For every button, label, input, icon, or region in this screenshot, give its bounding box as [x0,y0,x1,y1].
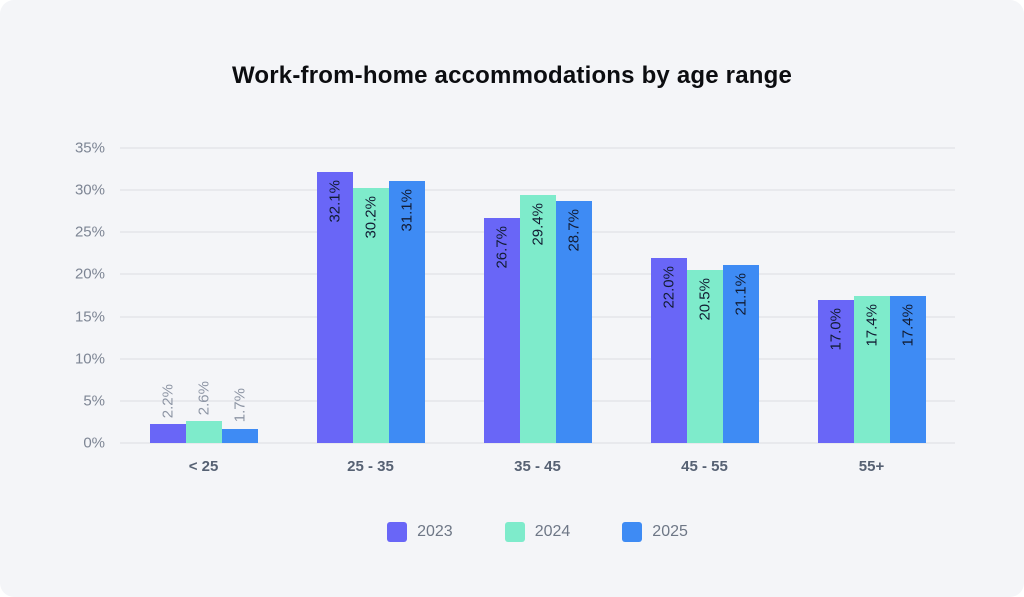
legend-label: 2025 [652,523,688,540]
y-axis: 0% 5% 10% 15% 20% 25% 30% 35% [0,140,105,452]
bar: 26.7% [483,217,520,443]
legend: 2023 2024 2025 [120,522,955,542]
bar: 22.0% [650,257,687,443]
bar-value-label: 22.0% [660,265,677,309]
bar-value-label: 2.2% [159,384,176,419]
x-category-label: < 25 [188,458,219,475]
gridline [120,147,955,149]
bar: 32.1% [316,172,353,443]
bar: 17.4% [889,296,926,443]
x-category-label: 25 - 35 [347,458,394,475]
bar-value-label: 17.0% [827,307,844,351]
x-category-label: 45 - 55 [681,458,728,475]
x-axis: < 25 25 - 35 35 - 45 45 - 55 55+ [120,458,955,475]
x-category-label: 55+ [858,458,885,475]
bar: 2.2% [149,384,186,443]
bar-value-label: 29.4% [529,203,546,246]
bar: 30.2% [352,188,389,443]
bar-value-label: 31.1% [398,188,415,232]
bar-value-label: 26.7% [493,225,510,269]
legend-label: 2023 [417,523,453,540]
gridline [120,442,955,444]
plot-area: 2.2% 2.6% 1.7% 32.1% 30.2% 31.1% 26.7% 29.4% 28.… [120,147,955,444]
y-tick-label: 10% [74,350,105,368]
y-tick-label: 0% [83,434,105,452]
y-tick-label: 5% [83,392,105,410]
bar: 17.0% [817,299,854,443]
bar-value-label: 28.7% [565,209,582,252]
y-tick-label: 15% [74,308,105,326]
bar-value-label: 30.2% [362,196,379,240]
bar-value-label: 2.6% [195,380,212,416]
legend-swatch [504,522,525,542]
y-tick-label: 35% [74,139,105,157]
bar: 29.4% [519,195,556,443]
y-tick-label: 30% [74,181,105,199]
gridline [120,189,955,192]
y-tick-label: 20% [74,265,105,283]
legend-label: 2024 [534,523,571,540]
bar-value-label: 17.4% [863,304,880,347]
bar-group: 2.2% 2.6% 1.7% [120,148,287,443]
bar-groups: 2.2% 2.6% 1.7% 32.1% 30.2% 31.1% 26.7% 29.4% 28.… [120,148,955,443]
bar: 31.1% [388,180,425,443]
legend-item: 2023 [387,522,453,542]
bar: 17.4% [853,296,890,443]
bar-group: 22.0% 20.5% 21.1% [621,148,788,443]
bar-group: 32.1% 30.2% 31.1% [287,148,454,443]
bar: 20.5% [686,270,723,443]
bar: 2.6% [185,381,222,443]
bar: 28.7% [555,201,592,443]
bar-value-label: 1.7% [231,388,248,423]
bar: 21.1% [722,265,759,443]
bar-value-label: 21.1% [732,273,749,316]
bar-group: 17.0% 17.4% 17.4% [788,148,955,443]
bar: 1.7% [221,388,258,443]
chart-title: Work-from-home accommodations by age ran… [231,62,793,89]
legend-item: 2025 [622,522,688,542]
legend-item: 2024 [504,522,571,542]
bar-value-label: 32.1% [326,180,343,223]
y-tick-label: 25% [74,223,105,241]
bar-value-label: 20.5% [696,278,713,321]
bar-value-label: 17.4% [899,304,916,347]
x-category-label: 35 - 45 [514,458,561,475]
legend-swatch [387,522,408,542]
legend-swatch [622,522,643,542]
bar-group: 26.7% 29.4% 28.7% [454,148,621,443]
